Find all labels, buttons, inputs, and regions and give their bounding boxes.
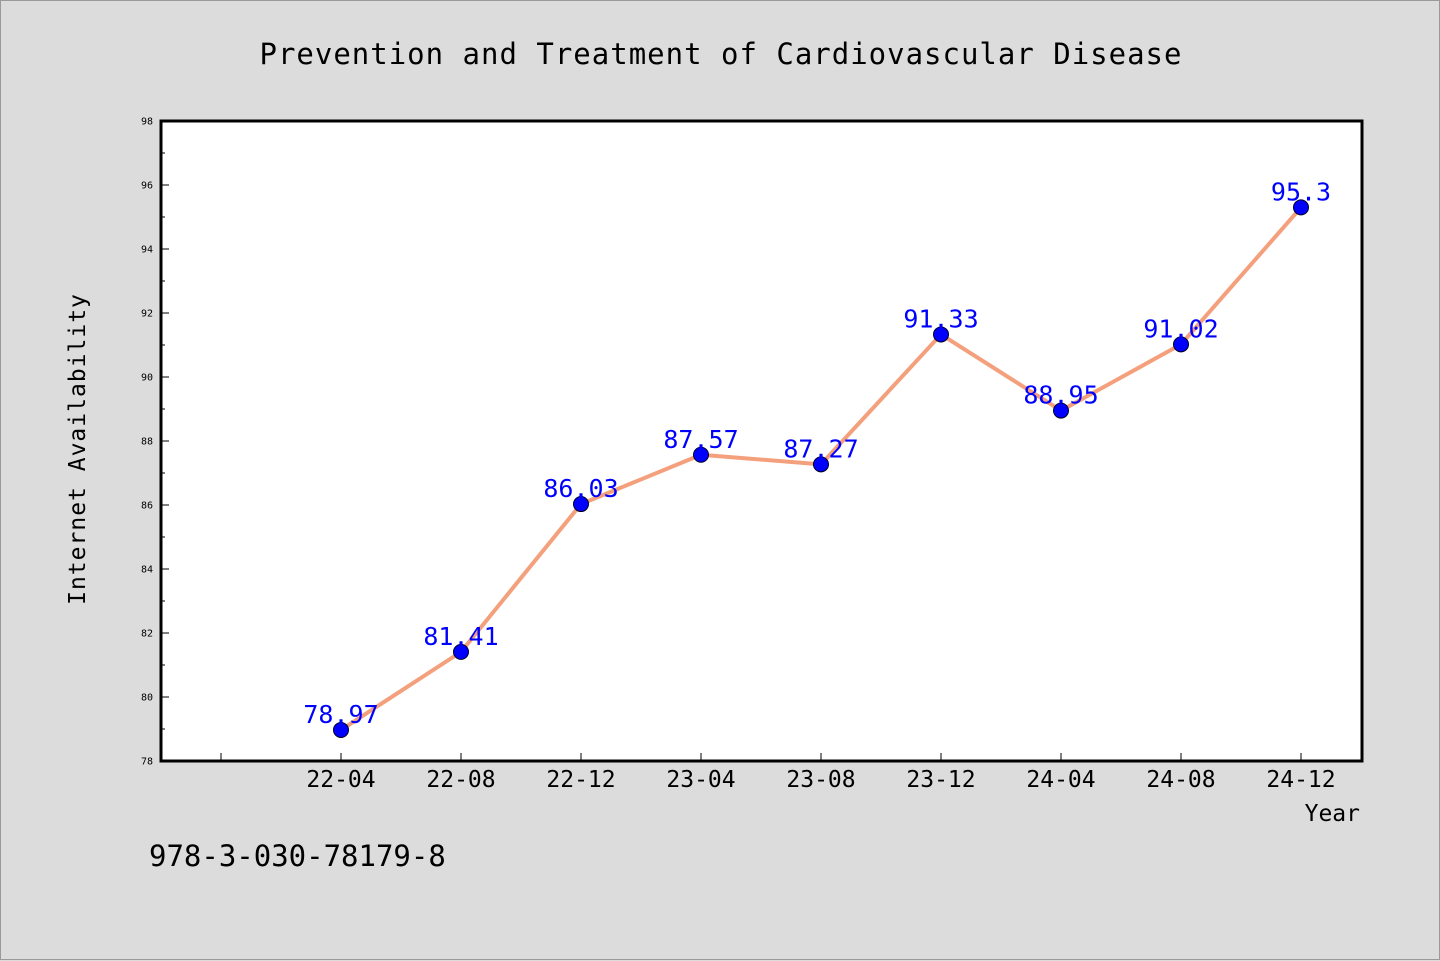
y-tick-label: 78 [141, 757, 153, 768]
data-label: 91.33 [903, 304, 978, 333]
data-label: 95.3 [1271, 177, 1331, 206]
data-point [1053, 402, 1069, 419]
chart-title: Prevention and Treatment of Cardiovascul… [260, 37, 1183, 71]
data-point [573, 496, 589, 513]
x-tick-label: 22-08 [426, 767, 495, 793]
x-tick-label: 24-08 [1146, 767, 1215, 793]
data-label: 86.03 [543, 474, 618, 503]
data-label: 78.97 [303, 700, 378, 729]
x-tick-label: 22-12 [546, 767, 615, 793]
isbn-annotation: 978-3-030-78179-8 [149, 839, 446, 873]
data-point [1293, 199, 1309, 216]
y-tick-label: 96 [141, 181, 153, 192]
x-axis-label: Year [1305, 801, 1360, 827]
data-point [693, 446, 709, 463]
x-tick-label: 23-08 [786, 767, 855, 793]
data-point [453, 643, 469, 660]
y-tick-label: 92 [141, 309, 153, 320]
plot-frame [159, 119, 1364, 763]
y-tick-label: 98 [141, 117, 153, 128]
y-tick-label: 86 [141, 501, 153, 512]
y-tick-label: 90 [141, 373, 153, 384]
series-group: 78.97 81.41 86.03 87.57 87.27 91.33 88.95 91.02… [303, 177, 1331, 738]
data-point [333, 721, 349, 738]
y-tick-label: 88 [141, 437, 153, 448]
data-label: 81.41 [423, 622, 498, 651]
data-point [1173, 336, 1189, 353]
data-point [933, 326, 949, 343]
data-label: 87.27 [783, 434, 858, 463]
data-point [813, 456, 829, 473]
plot-area [161, 121, 1362, 761]
y-tick-label: 94 [141, 245, 153, 256]
axis-ticks: 78 80 82 84 86 88 90 92 94 96 98 22-04 22-08 22-12 23-… [141, 117, 1336, 794]
y-tick-label: 80 [141, 693, 153, 704]
y-tick-label: 82 [141, 629, 153, 640]
data-label: 91.02 [1143, 314, 1218, 343]
data-label: 87.57 [663, 425, 738, 454]
x-tick-label: 23-04 [666, 767, 735, 793]
x-tick-label: 22-04 [306, 767, 375, 793]
x-tick-label: 24-04 [1026, 767, 1095, 793]
y-axis-label: Internet Availability [65, 293, 91, 605]
x-tick-label: 24-12 [1266, 767, 1335, 793]
x-tick-label: 23-12 [906, 767, 975, 793]
data-label: 88.95 [1023, 381, 1098, 410]
y-tick-label: 84 [141, 565, 153, 576]
